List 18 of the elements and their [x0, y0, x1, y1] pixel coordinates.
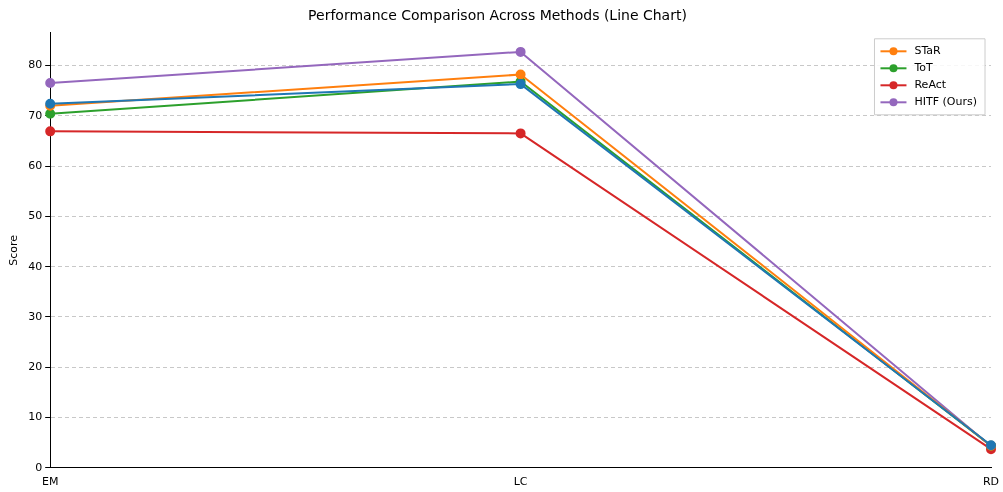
y-tick-label: 80	[28, 58, 43, 72]
y-tick-label: 40	[28, 259, 43, 273]
legend-label: HITF (Ours)	[914, 95, 978, 109]
x-tick-label: LC	[513, 475, 528, 489]
x-tick-label: RD	[982, 475, 1000, 489]
legend-label: ReAct	[914, 78, 947, 92]
y-tick-label: 70	[28, 108, 43, 122]
y-tick-label: 10	[28, 410, 43, 424]
legend-label: ToT	[913, 61, 934, 75]
y-tick-label: 30	[28, 309, 43, 323]
y-tick-label: 20	[28, 360, 43, 374]
y-tick-label: 60	[28, 158, 43, 172]
y-tick-label: 50	[28, 209, 43, 223]
y-axis-title: Score	[7, 234, 21, 266]
x-tick-label: EM	[41, 475, 59, 489]
chart-title: Performance Comparison Across Methods (Line Chart)	[308, 7, 687, 24]
y-tick-label: 0	[35, 460, 43, 474]
legend-label: STaR	[914, 44, 942, 58]
